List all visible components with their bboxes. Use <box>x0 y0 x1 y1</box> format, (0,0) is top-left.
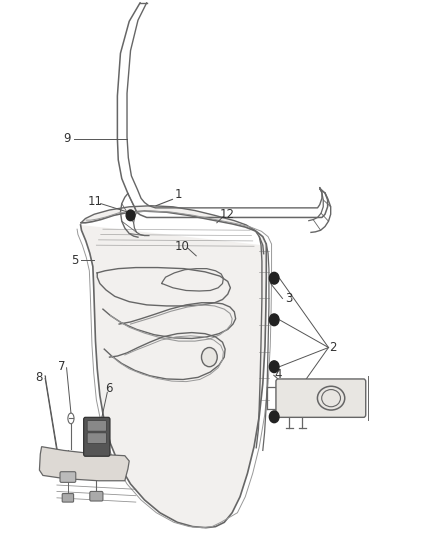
Text: 3: 3 <box>286 292 293 305</box>
Circle shape <box>126 210 135 221</box>
FancyBboxPatch shape <box>84 417 110 456</box>
FancyBboxPatch shape <box>87 421 106 431</box>
Text: 5: 5 <box>71 254 78 266</box>
Circle shape <box>269 272 279 284</box>
Circle shape <box>269 411 279 423</box>
FancyBboxPatch shape <box>90 491 103 501</box>
Text: 9: 9 <box>63 132 71 145</box>
Text: 12: 12 <box>219 208 234 221</box>
Text: 11: 11 <box>88 195 103 208</box>
Circle shape <box>201 348 217 367</box>
Text: 4: 4 <box>274 368 282 381</box>
Text: 7: 7 <box>57 360 65 373</box>
Text: 2: 2 <box>329 341 337 354</box>
Text: 8: 8 <box>36 371 43 384</box>
FancyBboxPatch shape <box>62 494 74 502</box>
Polygon shape <box>81 206 266 528</box>
Circle shape <box>269 314 279 326</box>
Text: 1: 1 <box>175 188 183 201</box>
FancyBboxPatch shape <box>276 379 366 417</box>
FancyBboxPatch shape <box>87 433 106 443</box>
Text: 10: 10 <box>174 240 189 253</box>
Polygon shape <box>39 447 129 481</box>
Circle shape <box>269 361 279 373</box>
Text: 6: 6 <box>105 382 113 394</box>
FancyBboxPatch shape <box>60 472 76 482</box>
